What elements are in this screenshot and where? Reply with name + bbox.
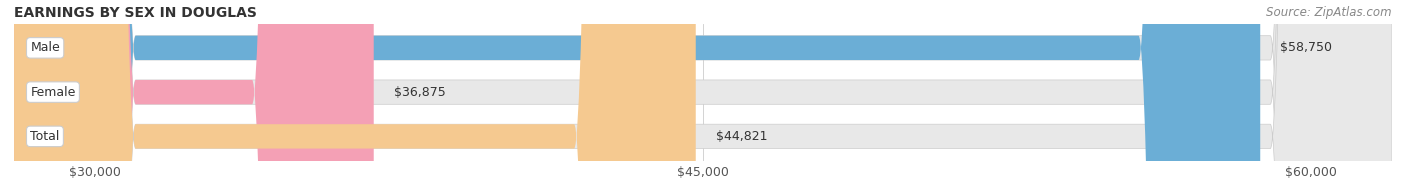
Text: Female: Female <box>31 86 76 99</box>
FancyBboxPatch shape <box>14 0 1392 196</box>
Text: Source: ZipAtlas.com: Source: ZipAtlas.com <box>1267 6 1392 19</box>
FancyBboxPatch shape <box>14 0 1260 196</box>
FancyBboxPatch shape <box>14 0 1392 196</box>
FancyBboxPatch shape <box>14 0 696 196</box>
FancyBboxPatch shape <box>14 0 1392 196</box>
Text: $58,750: $58,750 <box>1281 41 1333 54</box>
Text: $36,875: $36,875 <box>394 86 446 99</box>
Text: Total: Total <box>31 130 59 143</box>
Text: $44,821: $44,821 <box>716 130 768 143</box>
FancyBboxPatch shape <box>14 0 374 196</box>
Text: EARNINGS BY SEX IN DOUGLAS: EARNINGS BY SEX IN DOUGLAS <box>14 6 257 20</box>
Text: Male: Male <box>31 41 60 54</box>
